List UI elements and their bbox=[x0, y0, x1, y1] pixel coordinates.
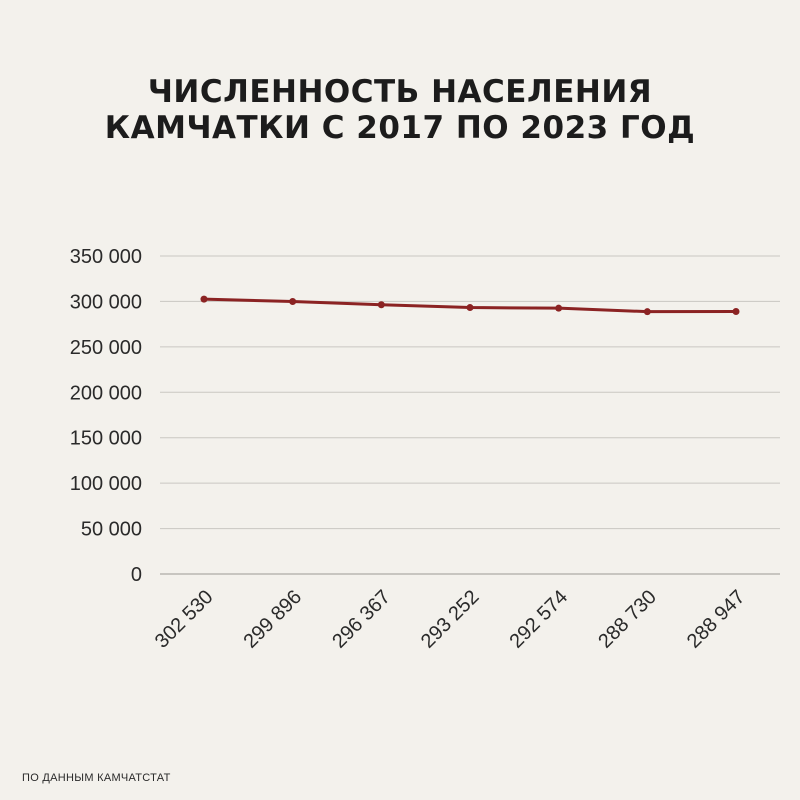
y-tick-label: 50 000 bbox=[81, 519, 142, 541]
data-point bbox=[466, 304, 474, 312]
population-series bbox=[200, 295, 740, 316]
y-tick-label: 100 000 bbox=[70, 473, 142, 495]
chart-title: ЧИСЛЕННОСТЬ НАСЕЛЕНИЯ КАМЧАТКИ С 2017 ПО… bbox=[0, 74, 800, 146]
y-axis: 0 50 000 100 000 150 000 200 000 250 000 300 0… bbox=[70, 246, 142, 586]
x-tick-label: 293 252 bbox=[417, 586, 484, 653]
y-tick-label: 350 000 bbox=[70, 246, 142, 268]
y-tick-label: 0 bbox=[131, 564, 142, 586]
chart-grid bbox=[160, 255, 780, 575]
x-tick-label: 296 367 bbox=[328, 586, 395, 653]
data-point bbox=[377, 301, 385, 309]
y-tick-label: 200 000 bbox=[70, 382, 142, 404]
data-point bbox=[555, 304, 563, 312]
data-point bbox=[200, 295, 208, 303]
data-point bbox=[732, 307, 740, 315]
x-tick-label: 288 947 bbox=[683, 586, 750, 653]
x-tick-label: 302 530 bbox=[151, 586, 218, 653]
x-tick-label: 288 730 bbox=[594, 586, 661, 653]
data-point bbox=[289, 298, 297, 306]
source-note: ПО ДАННЫМ КАМЧАТСТАТ bbox=[22, 772, 171, 784]
y-tick-label: 300 000 bbox=[70, 291, 142, 313]
y-tick-label: 150 000 bbox=[70, 428, 142, 450]
chart-title-line-1: ЧИСЛЕННОСТЬ НАСЕЛЕНИЯ bbox=[147, 74, 653, 110]
x-axis: 302 530 299 896 296 367 293 252 292 574 288 7… bbox=[151, 586, 750, 653]
y-tick-label: 250 000 bbox=[70, 337, 142, 359]
x-tick-label: 292 574 bbox=[506, 586, 573, 653]
x-tick-label: 299 896 bbox=[240, 586, 307, 653]
chart-title-line-2: КАМЧАТКИ С 2017 ПО 2023 ГОД bbox=[104, 110, 696, 146]
data-point bbox=[643, 308, 651, 316]
